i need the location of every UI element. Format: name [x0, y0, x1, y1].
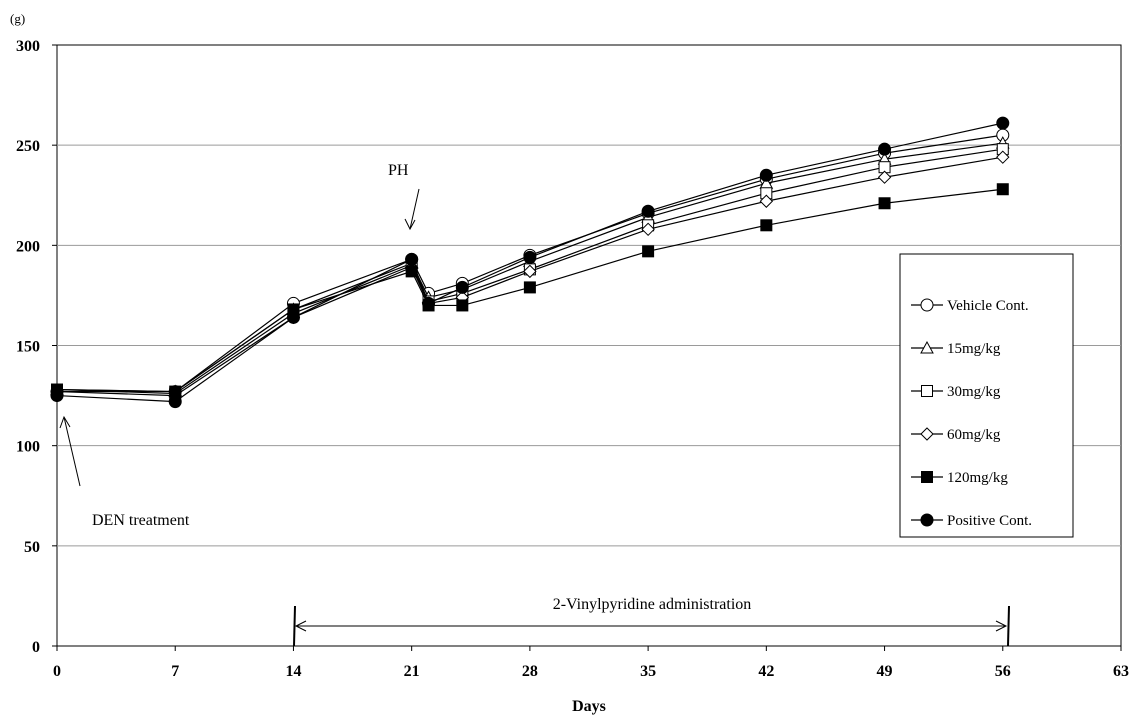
data-point [760, 219, 773, 232]
legend-marker [921, 471, 933, 483]
annotation-ph: PH [388, 162, 420, 231]
y-tick-label: 100 [16, 439, 40, 456]
y-tick-label: 50 [24, 539, 40, 556]
legend-label: 120mg/kg [947, 470, 1008, 486]
legend-marker [920, 340, 934, 354]
admin-arrowhead-left [294, 620, 307, 632]
legend-label: 15mg/kg [947, 341, 1001, 357]
data-point [286, 310, 300, 324]
data-point [877, 170, 892, 184]
data-point [50, 389, 64, 403]
data-point [759, 194, 774, 208]
den-treatment-arrow [63, 416, 81, 487]
data-point [642, 245, 655, 258]
legend-item: 15mg/kg [911, 340, 1001, 357]
admin-arrowhead-right [995, 620, 1008, 632]
x-tick-label: 42 [758, 663, 774, 680]
data-point [456, 299, 469, 312]
x-axis-label: Days [572, 698, 606, 715]
admin-end-bar [1007, 605, 1010, 647]
x-tick-label: 14 [285, 663, 301, 680]
annotation-den: DEN treatment [59, 415, 190, 529]
legend-marker [921, 385, 933, 397]
legend-marker [920, 513, 934, 527]
legend-label: Vehicle Cont. [947, 298, 1029, 314]
y-tick-label: 0 [32, 639, 40, 656]
data-point [641, 222, 655, 237]
legend-label: Positive Cont. [947, 513, 1032, 529]
legend-marker [920, 298, 934, 312]
y-tick-label: 300 [16, 38, 40, 55]
y-tick-label: 200 [16, 238, 40, 255]
admin-label: 2-Vinylpyridine administration [553, 596, 752, 613]
admin-start-bar [293, 605, 296, 647]
data-point [405, 265, 418, 278]
data-point [996, 150, 1010, 164]
x-tick-label: 56 [995, 663, 1011, 680]
x-tick-label: 0 [53, 663, 61, 680]
x-tick-label: 7 [171, 663, 179, 680]
x-tick-label: 63 [1113, 663, 1129, 680]
data-point [523, 281, 536, 294]
x-tick-label: 35 [640, 663, 656, 680]
y-tick-label: 250 [16, 138, 40, 155]
legend-items: Vehicle Cont. 15mg/kg 30mg/kg 60mg/kg 120mg/… [911, 298, 1032, 529]
ph-arrow [409, 188, 420, 230]
data-point [523, 250, 537, 264]
data-point [523, 264, 537, 279]
y-ticks: 0 50 100 150 200 250 300 [16, 38, 57, 656]
legend: Vehicle Cont. 15mg/kg 30mg/kg 60mg/kg 120mg/… [899, 253, 1074, 538]
data-point [996, 116, 1010, 130]
legend-marker [920, 427, 934, 441]
legend-item: Vehicle Cont. [911, 298, 1029, 314]
ph-arrowhead [404, 218, 416, 231]
data-point [422, 296, 436, 310]
legend-label: 30mg/kg [947, 384, 1001, 400]
data-point [455, 280, 469, 294]
den-treatment-arrowhead [59, 415, 71, 429]
x-tick-label: 28 [522, 663, 538, 680]
legend-item: Positive Cont. [911, 513, 1032, 529]
data-point [168, 395, 182, 409]
legend-label: 60mg/kg [947, 427, 1001, 443]
ph-label: PH [388, 162, 409, 179]
x-tick-label: 49 [877, 663, 893, 680]
series-group [50, 116, 1010, 409]
y-tick-label: 150 [16, 339, 40, 356]
den-treatment-label: DEN treatment [92, 512, 190, 529]
data-point [405, 252, 419, 266]
series-5 [50, 116, 1010, 409]
data-point [759, 168, 773, 182]
legend-item: 120mg/kg [911, 470, 1008, 486]
x-ticks: 0 7 14 21 28 35 42 49 56 63 [53, 646, 1129, 680]
data-point [641, 204, 655, 218]
annotation-admin: 2-Vinylpyridine administration [293, 596, 1010, 647]
data-point [878, 142, 892, 156]
x-tick-label: 21 [404, 663, 420, 680]
legend-item: 30mg/kg [911, 384, 1001, 400]
data-point [878, 197, 891, 210]
y-axis-label: (g) [10, 11, 25, 26]
legend-item: 60mg/kg [911, 427, 1001, 443]
data-point [996, 183, 1009, 196]
